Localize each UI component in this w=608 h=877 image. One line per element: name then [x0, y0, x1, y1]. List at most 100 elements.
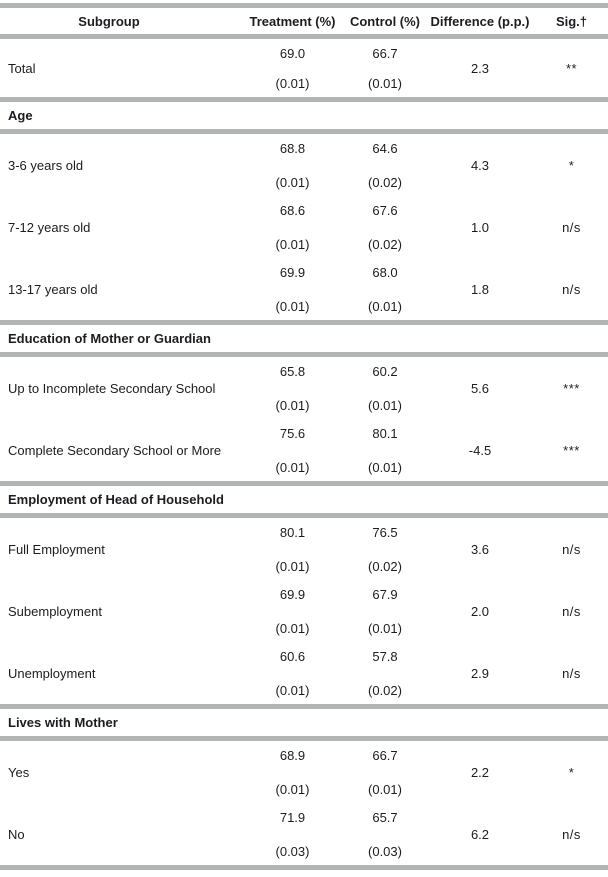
control-cell: 68.0 (0.01) — [345, 258, 425, 320]
control-cell: 66.7 (0.01) — [345, 741, 425, 803]
treatment-se: (0.01) — [275, 398, 310, 413]
treatment-value: 71.9 — [279, 810, 306, 825]
control-value: 68.0 — [372, 265, 398, 280]
treatment-cell: 69.9 (0.01) — [240, 258, 345, 320]
top-rule — [0, 3, 608, 8]
control-cell: 57.8 (0.02) — [345, 642, 425, 704]
treatment-se: (0.01) — [275, 683, 310, 698]
section-header-age: Age — [8, 108, 33, 123]
difference-value: 2.9 — [470, 665, 490, 681]
row-label: Complete Secondary School or More — [8, 442, 222, 458]
treatment-se: (0.01) — [275, 621, 310, 636]
header-rule — [0, 34, 608, 39]
control-value: 67.6 — [372, 203, 398, 218]
control-value: 80.1 — [372, 426, 398, 441]
control-se: (0.02) — [368, 175, 402, 190]
row-label: 7-12 years old — [8, 219, 91, 235]
section-rule — [0, 129, 608, 134]
control-cell: 76.5 (0.02) — [345, 518, 425, 580]
treatment-se: (0.03) — [275, 844, 310, 859]
difference-value: 2.2 — [470, 764, 490, 780]
control-value: 66.7 — [372, 748, 398, 763]
control-se: (0.01) — [368, 398, 402, 413]
control-value: 65.7 — [372, 810, 398, 825]
treatment-value: 65.8 — [279, 364, 306, 379]
difference-value: 5.6 — [470, 380, 490, 396]
treatment-value: 60.6 — [279, 649, 306, 664]
section-rule — [0, 352, 608, 357]
treatment-cell: 80.1 (0.01) — [240, 518, 345, 580]
difference-value: 1.0 — [470, 219, 490, 235]
table-row-lives-with-mother-no: No 71.9 (0.03) 65.7 (0.03) 6.2 n/s — [0, 803, 608, 865]
section-rule — [0, 97, 608, 102]
treatment-se: (0.01) — [275, 175, 310, 190]
section-rule — [0, 736, 608, 741]
control-value: 64.6 — [372, 141, 398, 156]
control-cell: 60.2 (0.01) — [345, 357, 425, 419]
sig-value: *** — [563, 442, 580, 458]
column-header-treatment: Treatment (%) — [249, 13, 336, 29]
difference-value: 4.3 — [470, 157, 490, 173]
treatment-se: (0.01) — [275, 76, 310, 91]
table-row-age-7-12: 7-12 years old 68.6 (0.01) 67.6 (0.02) 1… — [0, 196, 608, 258]
control-cell: 64.6 (0.02) — [345, 134, 425, 196]
row-label: No — [8, 826, 25, 842]
sig-value: n/s — [562, 665, 581, 681]
treatment-value: 80.1 — [279, 525, 306, 540]
table-row-unemployment: Unemployment 60.6 (0.01) 57.8 (0.02) 2.9… — [0, 642, 608, 704]
treatment-cell: 68.8 (0.01) — [240, 134, 345, 196]
row-label: 3-6 years old — [8, 157, 84, 173]
control-se: (0.01) — [368, 782, 402, 797]
table-row-age-13-17: 13-17 years old 69.9 (0.01) 68.0 (0.01) … — [0, 258, 608, 320]
control-cell: 66.7 (0.01) — [345, 39, 425, 97]
section-header-employment: Employment of Head of Household — [8, 492, 224, 507]
sig-value: n/s — [562, 219, 581, 235]
sig-value: n/s — [562, 541, 581, 557]
treatment-se: (0.01) — [275, 237, 310, 252]
treatment-value: 69.9 — [279, 265, 306, 280]
control-se: (0.01) — [368, 76, 402, 91]
control-se: (0.01) — [368, 460, 402, 475]
difference-value: 1.8 — [470, 281, 490, 297]
treatment-cell: 69.0 (0.01) — [240, 39, 345, 97]
bottom-rule — [0, 865, 608, 870]
difference-value: 2.3 — [470, 60, 490, 76]
control-value: 67.9 — [372, 587, 398, 602]
treatment-se: (0.01) — [275, 460, 310, 475]
column-header-difference: Difference (p.p.) — [430, 13, 530, 29]
row-label: Up to Incomplete Secondary School — [8, 380, 216, 396]
table-row-lives-with-mother-yes: Yes 68.9 (0.01) 66.7 (0.01) 2.2 * — [0, 741, 608, 803]
control-se: (0.01) — [368, 299, 402, 314]
difference-value: -4.5 — [468, 442, 492, 458]
difference-value: 3.6 — [470, 541, 490, 557]
treatment-cell: 68.6 (0.01) — [240, 196, 345, 258]
sig-value: *** — [563, 380, 580, 396]
table-row-total: Total 69.0 (0.01) 66.7 (0.01) 2.3 ** — [0, 39, 608, 97]
section-header-lives-with-mother: Lives with Mother — [8, 715, 118, 730]
section-rule — [0, 513, 608, 518]
sig-value: ** — [565, 60, 578, 76]
column-header-control: Control (%) — [349, 13, 421, 29]
control-value: 57.8 — [372, 649, 398, 664]
control-cell: 80.1 (0.01) — [345, 419, 425, 481]
control-cell: 67.9 (0.01) — [345, 580, 425, 642]
treatment-se: (0.01) — [275, 299, 310, 314]
row-label: Unemployment — [8, 665, 96, 681]
difference-value: 6.2 — [470, 826, 490, 842]
difference-value: 2.0 — [470, 603, 490, 619]
treatment-se: (0.01) — [275, 782, 310, 797]
treatment-cell: 75.6 (0.01) — [240, 419, 345, 481]
control-se: (0.02) — [368, 237, 402, 252]
table-row-full-employment: Full Employment 80.1 (0.01) 76.5 (0.02) … — [0, 518, 608, 580]
control-cell: 65.7 (0.03) — [345, 803, 425, 865]
control-se: (0.01) — [368, 621, 402, 636]
sig-value: * — [568, 764, 575, 780]
table-row-incomplete-secondary: Up to Incomplete Secondary School 65.8 (… — [0, 357, 608, 419]
table-row-age-3-6: 3-6 years old 68.8 (0.01) 64.6 (0.02) 4.… — [0, 134, 608, 196]
row-label: Total — [8, 60, 36, 76]
row-label: 13-17 years old — [8, 281, 98, 297]
treatment-value: 68.8 — [279, 141, 306, 156]
section-rule — [0, 481, 608, 486]
treatment-value: 69.0 — [279, 46, 306, 61]
